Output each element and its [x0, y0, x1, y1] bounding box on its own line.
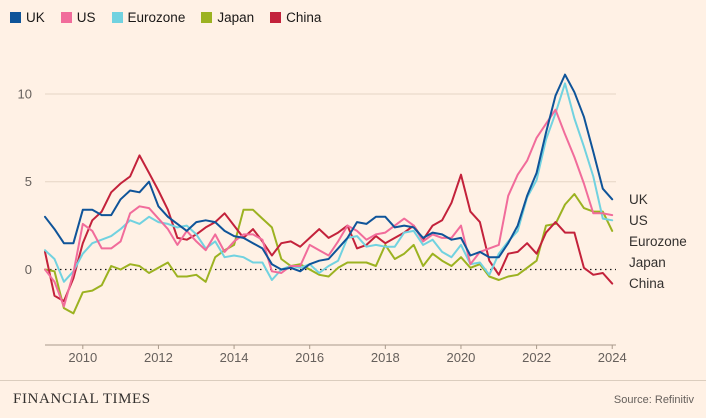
x-tick-label: 2020: [446, 350, 475, 365]
legend-swatch-us: [60, 12, 72, 23]
x-tick-label: 2024: [598, 350, 627, 365]
series-line-china: [44, 154, 614, 303]
series-line-eurozone: [44, 82, 614, 283]
end-label-eurozone: Eurozone: [629, 234, 687, 249]
legend-item-uk: UK: [10, 11, 45, 25]
end-label-china: China: [629, 276, 665, 291]
end-label-uk: UK: [629, 192, 648, 207]
legend-label-japan: Japan: [217, 9, 255, 25]
legend-item-eurozone: Eurozone: [111, 9, 186, 25]
legend-item-us: US: [60, 9, 96, 25]
inflation-line-chart: 0 5 10 2010 2012 2014 2016 2018 2020 2022 2024 UK US…: [18, 73, 687, 365]
legend-label-eurozone: Eurozone: [127, 9, 186, 25]
legend-item-japan: Japan: [201, 11, 254, 25]
y-tick-label: 5: [25, 174, 32, 189]
legend-item-china: China: [270, 11, 321, 25]
legend-label-uk: UK: [26, 9, 45, 25]
y-tick-label: 10: [18, 86, 32, 101]
legend-swatch-uk: [10, 12, 21, 23]
ft-logo-text: FINANCIAL TIMES: [13, 391, 151, 407]
legend-swatch-eurozone: [111, 12, 123, 23]
legend-swatch-china: [270, 12, 282, 23]
x-tick-label: 2010: [68, 350, 97, 365]
x-tick-label: 2016: [295, 350, 324, 365]
source-credit: Source: Refinitiv: [613, 393, 694, 406]
series-line-uk: [44, 73, 614, 273]
x-tick-label: 2014: [220, 350, 249, 365]
end-label-us: US: [629, 213, 648, 228]
x-tick-label: 2018: [371, 350, 400, 365]
x-tick-label: 2012: [144, 350, 173, 365]
y-tick-label: 0: [25, 262, 32, 277]
series-line-us: [44, 108, 614, 308]
series-line-japan: [44, 193, 614, 315]
chart-legend: UK US Eurozone Japan China: [0, 0, 706, 28]
end-label-japan: Japan: [629, 255, 666, 270]
legend-swatch-japan: [201, 12, 213, 23]
legend-label-us: US: [76, 9, 96, 25]
footer: FINANCIAL TIMES Source: Refinitiv: [0, 380, 706, 418]
x-tick-label: 2022: [522, 350, 551, 365]
legend-label-china: China: [286, 9, 322, 25]
